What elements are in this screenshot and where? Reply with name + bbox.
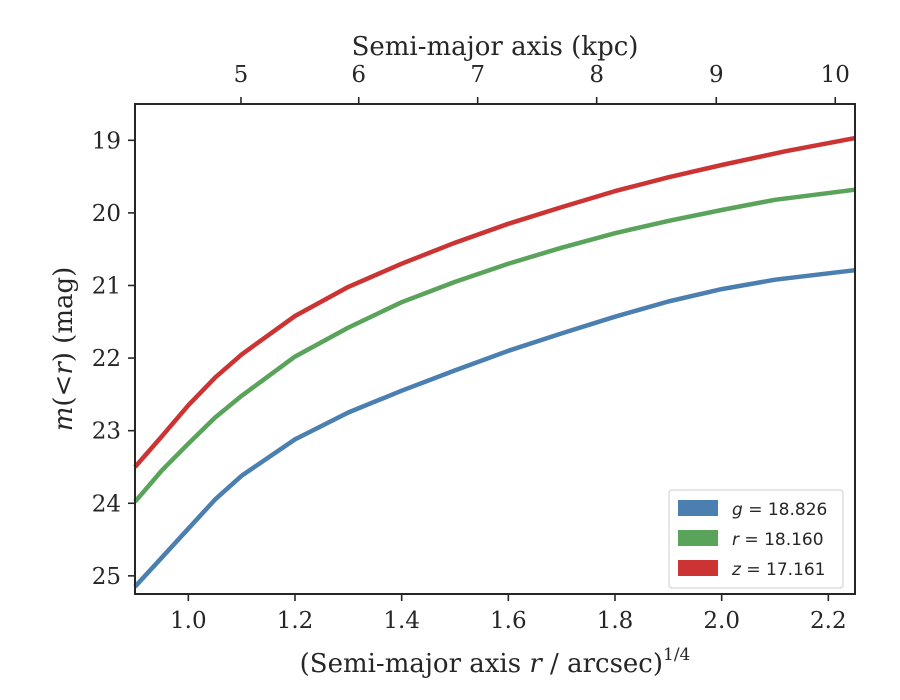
y-tick-label: 25 <box>92 564 121 590</box>
bottom-x-axis: 1.0 1.2 1.4 1.6 1.8 2.0 2.2 <box>170 594 847 634</box>
top-tick-label: 7 <box>470 62 485 88</box>
x-tick-label: 1.8 <box>597 608 634 634</box>
plot-frame <box>134 103 856 595</box>
legend-label-z: z = 17.161 <box>731 560 825 580</box>
x-tick-label: 2.2 <box>810 608 847 634</box>
top-tick-label: 6 <box>351 62 366 88</box>
legend-swatch-z <box>678 560 718 576</box>
series-line-r <box>133 187 856 504</box>
y-tick-label: 23 <box>92 419 121 445</box>
legend-label-g: g = 18.826 <box>732 500 827 520</box>
top-tick-label: 9 <box>709 62 724 88</box>
left-y-axis: 19 20 21 22 23 24 25 <box>92 128 135 590</box>
top-tick-label: 5 <box>234 62 249 88</box>
left-axis-title: m(<r) (mag) <box>49 267 79 432</box>
y-tick-label: 22 <box>92 346 121 372</box>
y-tick-label: 19 <box>92 128 121 154</box>
bottom-axis-title: (Semi-major axis r / arcsec)1/4 <box>300 645 691 679</box>
legend: g = 18.826 r = 18.160 z = 17.161 <box>668 489 844 589</box>
x-tick-label: 1.6 <box>490 608 527 634</box>
legend-swatch-r <box>678 530 718 546</box>
top-tick-label: 10 <box>821 62 850 88</box>
x-tick-label: 1.0 <box>170 608 207 634</box>
series-line-g <box>133 267 856 589</box>
top-x-axis: 5 6 7 8 9 10 <box>234 62 850 104</box>
series-layer <box>133 135 856 589</box>
x-tick-label: 1.2 <box>277 608 314 634</box>
y-tick-label: 24 <box>92 491 121 517</box>
top-tick-label: 8 <box>589 62 604 88</box>
legend-label-r: r = 18.160 <box>732 530 824 550</box>
legend-swatch-g <box>678 500 718 516</box>
y-tick-label: 21 <box>92 273 121 299</box>
x-tick-label: 1.4 <box>383 608 420 634</box>
series-line-z <box>133 135 856 469</box>
x-tick-label: 2.0 <box>703 608 740 634</box>
y-tick-label: 20 <box>92 201 121 227</box>
top-axis-title: Semi-major axis (kpc) <box>352 32 639 62</box>
